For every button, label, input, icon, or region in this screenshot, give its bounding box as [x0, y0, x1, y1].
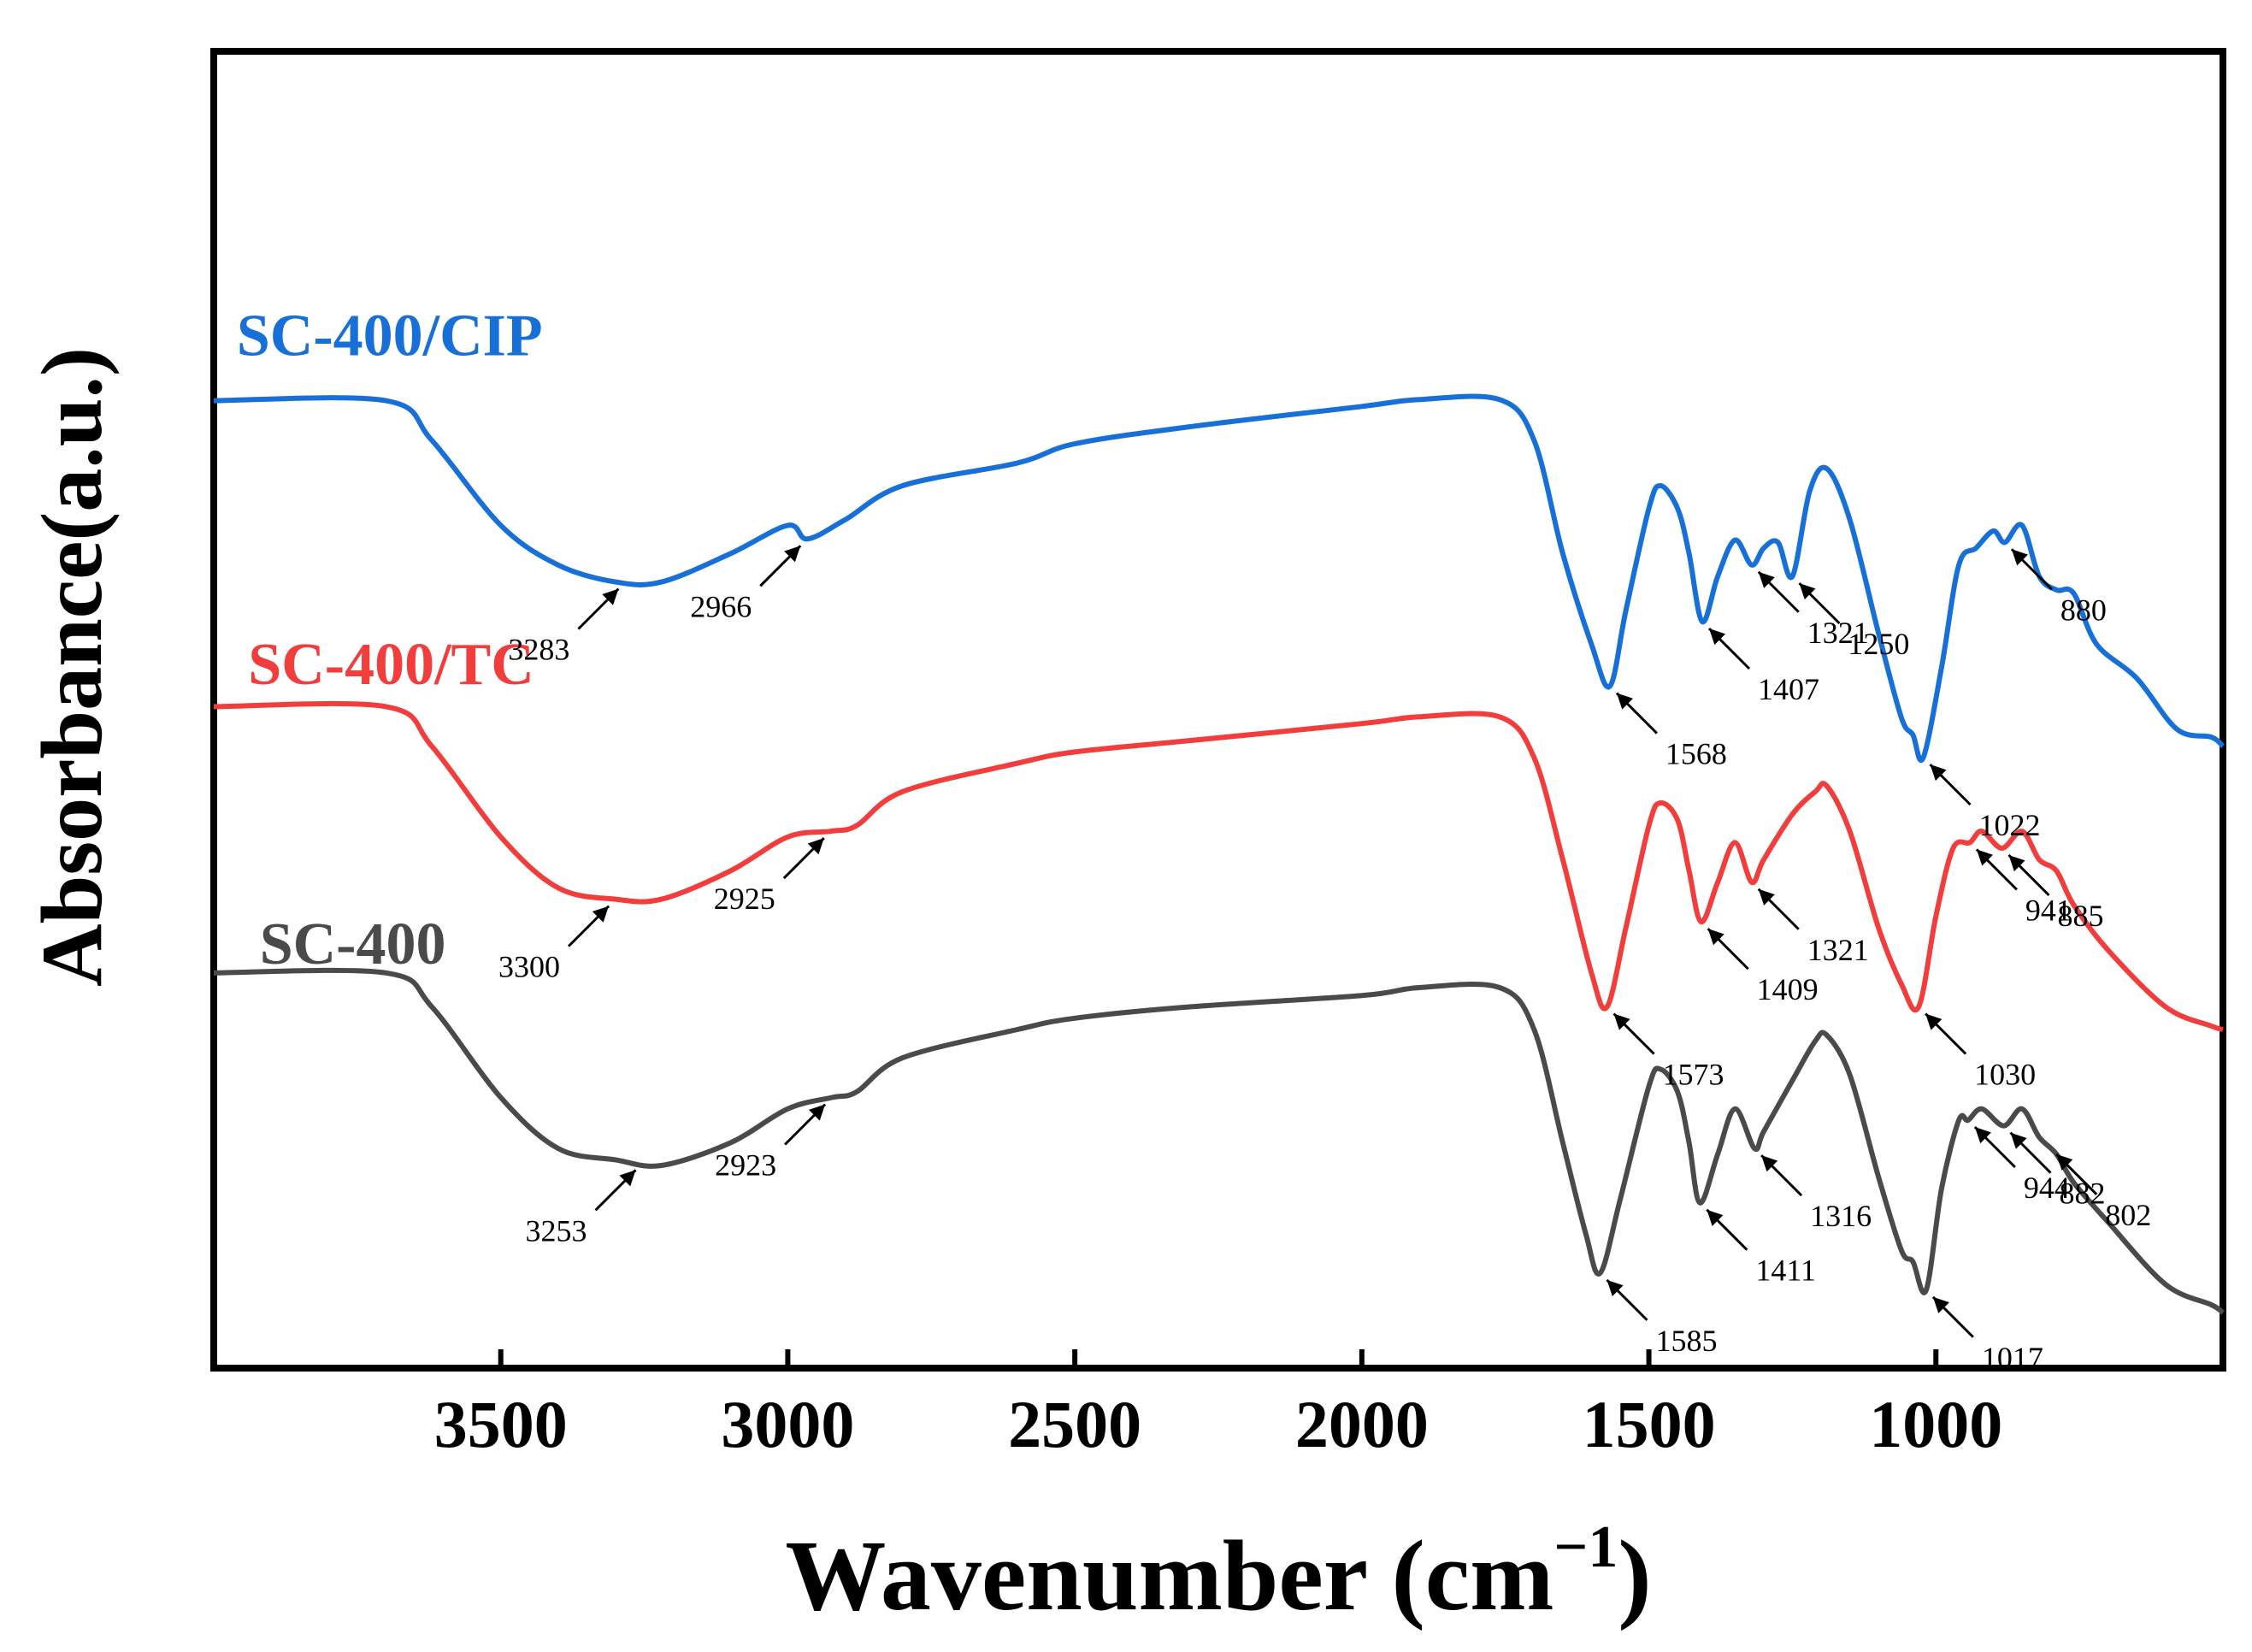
peak-arrowhead: [2011, 549, 2028, 566]
peak-label: 885: [2058, 899, 2104, 933]
peak-arrowhead: [1709, 628, 1726, 646]
peak-annotations: 3283 2966 1568 1407 1321 1250 880 1022 3300 2925 1…: [498, 545, 2151, 1375]
peak-arrowhead: [1799, 583, 1816, 600]
peak-label: 944: [2024, 1171, 2070, 1205]
peak-arrowhead: [1707, 929, 1724, 946]
peak-arrowhead: [784, 546, 801, 563]
peak-label: 3300: [498, 950, 560, 984]
x-tick-label: 2000: [1295, 1387, 1429, 1461]
series-layer: SC-400/CIP SC-400/TC SC-400: [213, 304, 2225, 1315]
peak-arrowhead: [1932, 1296, 1949, 1313]
y-axis-title: Absorbance(a.u.): [24, 347, 121, 987]
peak-arrowhead: [1616, 693, 1634, 710]
peak-label: 1030: [1974, 1058, 2036, 1092]
peak-label: 1411: [1755, 1254, 1816, 1288]
peak-arrowhead: [2056, 1153, 2073, 1171]
x-axis-title-close: ): [1618, 1519, 1651, 1631]
peak-label: 1250: [1848, 627, 1909, 661]
peak-arrowhead: [1606, 1279, 1624, 1296]
series-line: [213, 967, 2225, 1315]
x-tick-label: 3000: [721, 1387, 854, 1461]
peak-label: 1316: [1810, 1199, 1872, 1233]
x-axis-title: Wavenumber (cm−1): [785, 1514, 1651, 1631]
peak-label: 1409: [1757, 972, 1819, 1006]
peak-arrowhead: [2008, 855, 2025, 872]
x-axis-title-exponent: −1: [1553, 1514, 1618, 1580]
series-line: [213, 393, 2225, 763]
plot-frame: [210, 48, 2226, 1372]
peak-arrowhead: [592, 906, 609, 923]
peak-arrowhead: [1758, 888, 1775, 906]
peak-arrowhead: [602, 588, 619, 605]
peak-label: 1022: [1979, 808, 2041, 842]
peak-arrowhead: [1930, 764, 1947, 782]
peak-arrowhead: [1707, 1209, 1724, 1226]
peak-arrowhead: [1974, 1127, 1991, 1144]
peak-arrowhead: [1925, 1013, 1942, 1030]
peak-label: 2923: [715, 1148, 776, 1183]
peak-label: 1407: [1758, 672, 1819, 706]
peak-arrowhead: [1976, 849, 1993, 866]
peak-label: 3253: [526, 1213, 587, 1248]
peak-arrowhead: [809, 1104, 826, 1121]
peak-label: 3283: [508, 633, 569, 667]
series-label: SC-400/TC: [248, 632, 534, 698]
peak-arrowhead: [619, 1170, 636, 1187]
peak-label: 1017: [1982, 1341, 2043, 1375]
peak-arrowhead: [1761, 1155, 1778, 1172]
peak-label: 941: [2025, 893, 2072, 927]
series-line: [213, 700, 2224, 1032]
peak-label: 802: [2105, 1198, 2151, 1232]
peak-label: 882: [2060, 1177, 2106, 1211]
x-tick-label: 1500: [1583, 1387, 1716, 1461]
peak-arrowhead: [1613, 1013, 1630, 1030]
series-label: SC-400/CIP: [237, 304, 543, 369]
x-tick-label: 3500: [434, 1387, 568, 1461]
peak-label: 1573: [1663, 1058, 1724, 1092]
peak-label: 880: [2060, 593, 2107, 627]
peak-label: 1568: [1665, 737, 1727, 771]
x-axis: 3500 3000 2500 2000 1500 1000: [434, 1349, 2002, 1461]
peak-label: 2925: [714, 882, 775, 916]
x-tick-label: 2500: [1008, 1387, 1141, 1461]
peak-label: 1321: [1807, 933, 1869, 967]
x-tick-label: 1000: [1869, 1387, 2002, 1461]
series-label: SC-400: [260, 912, 446, 977]
x-axis-title-main: Wavenumber (cm: [785, 1519, 1553, 1631]
peak-arrowhead: [1758, 571, 1775, 588]
peak-label: 2966: [690, 589, 752, 623]
peak-label: 1585: [1656, 1324, 1718, 1358]
peak-arrowhead: [2010, 1132, 2027, 1149]
peak-arrowhead: [807, 838, 824, 855]
